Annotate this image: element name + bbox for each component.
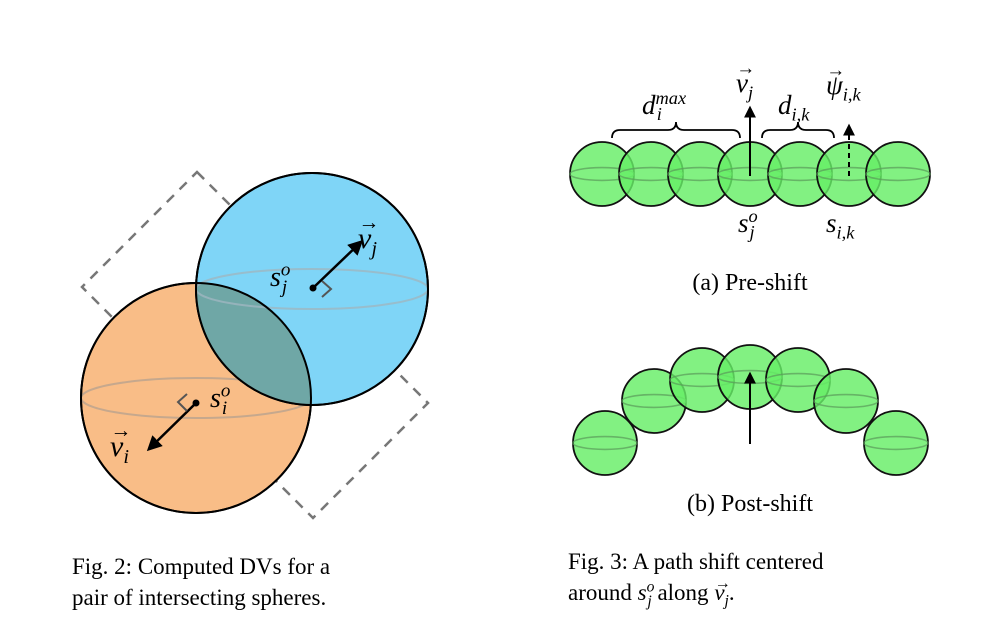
label-s-ik: si,k: [826, 208, 855, 243]
label-s-i: soi: [210, 380, 231, 419]
brace-d-max: [611, 121, 741, 139]
post-shift-sphere-6-equator: [813, 393, 879, 409]
fig3a-diagram: [569, 141, 931, 207]
right-angle-mark-j: [321, 280, 333, 298]
subcaption-pre-shift: (a) Pre-shift: [692, 270, 808, 296]
label-v-j-top: vj: [736, 58, 755, 102]
fig3-caption: Fig. 3: A path shift centered around soj…: [568, 546, 936, 609]
sphere-j-outline: [195, 172, 429, 406]
right-angle-mark-i: [176, 393, 188, 412]
fig2-caption-line1: Fig. 2: Computed DVs for a: [72, 554, 331, 579]
brace-d-ik: [761, 121, 835, 139]
post-shift-sphere-1-equator: [572, 435, 638, 451]
subcaption-post-shift: (b) Post-shift: [687, 491, 813, 517]
post-shift-sphere-1: [572, 410, 638, 476]
post-shift-sphere-7: [863, 410, 929, 476]
fig2-caption: Fig. 2: Computed DVs for a pair of inter…: [72, 551, 438, 613]
label-v-j: vj: [358, 210, 380, 259]
label-psi: ψi,k: [826, 60, 861, 104]
fig3b-diagram: [572, 344, 929, 476]
label-s-j-bottom: soj: [738, 206, 758, 243]
label-d-ik: di,k: [778, 90, 810, 125]
post-shift-sphere-7-equator: [863, 435, 929, 451]
fig3-caption-line2: around soj along vj.: [568, 568, 936, 609]
vector-v-i-arrow: [146, 402, 197, 452]
sphere-overlap: [196, 283, 311, 405]
label-s-j: soj: [270, 259, 291, 298]
label-v-i: vi: [110, 418, 132, 467]
pre-shift-sphere-7-equator: [865, 166, 931, 182]
label-d-max: dmaxi: [642, 88, 687, 125]
fig2-caption-line2: pair of intersecting spheres.: [72, 585, 327, 610]
fig3a-annotations: [611, 105, 855, 176]
pre-shift-sphere-7: [865, 141, 931, 207]
fig3-caption-line1: Fig. 3: A path shift centered: [568, 549, 824, 574]
vector-v-j-arrow: [312, 239, 364, 289]
post-shift-sphere-6: [813, 368, 879, 434]
